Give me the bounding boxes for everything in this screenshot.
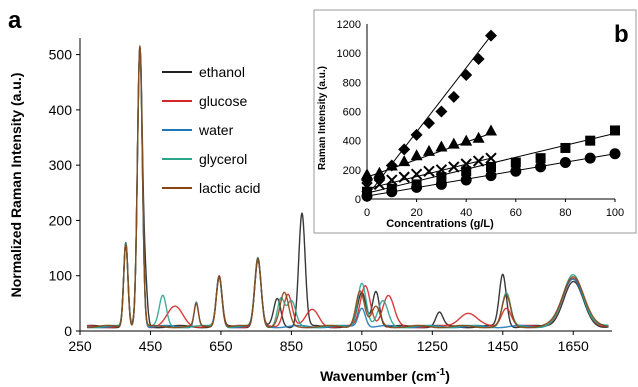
panel-b-series	[361, 29, 621, 202]
panel-a-x-tick-label: 850	[280, 338, 304, 354]
square-marker	[535, 153, 546, 164]
panel-b-y-tick-label: 400	[343, 136, 361, 148]
panel-b-x-tick-label: 20	[410, 207, 422, 219]
circle-marker	[510, 165, 522, 177]
triangle-marker	[423, 144, 435, 156]
circle-marker	[435, 178, 447, 190]
panel-a-x-axis-label: Wavenumber (cm-1)	[320, 367, 450, 384]
panel-a-x-tick-label: 250	[68, 338, 92, 354]
panel-a-y-tick-label: 500	[49, 47, 73, 63]
cross-marker	[373, 178, 386, 191]
square-marker	[560, 142, 571, 153]
triangle-marker	[410, 149, 423, 161]
cross-marker	[472, 155, 485, 167]
circle-marker	[584, 152, 596, 164]
panel-b-y-tick-label: 200	[343, 165, 361, 177]
panel-a-legend: ethanol glucose water glycerol lactic acid	[162, 64, 260, 196]
panel-a-x-tick-label: 1450	[487, 338, 518, 354]
triangle-marker	[373, 166, 386, 178]
triangle-marker	[460, 134, 473, 146]
triangle-marker	[447, 137, 460, 149]
legend-label: ethanol	[199, 64, 245, 80]
panel-a-y-tick-label: 200	[49, 212, 73, 228]
panel-a-series	[86, 45, 609, 329]
diamond-marker	[485, 29, 497, 42]
panel-a-x-tick-label: 650	[209, 338, 233, 354]
diamond-marker	[472, 53, 485, 65]
cross-marker	[423, 165, 435, 177]
triangle-marker	[361, 168, 373, 180]
diamond-marker	[447, 90, 460, 103]
cross-marker	[410, 168, 423, 180]
circle-marker	[411, 181, 423, 193]
panel-a-x-tick-label: 450	[139, 338, 163, 354]
panel-a-y-tick-label: 300	[49, 157, 73, 173]
x-axis-label-sup: -1	[436, 367, 445, 378]
legend-label: water	[198, 122, 234, 138]
panel-b-x-tick-label: 100	[606, 207, 624, 219]
panel-b-inset: b 0 200 400 600 800 1000 1200 0 20 40 60 80 100 Rama…	[313, 9, 637, 234]
cross-marker	[448, 161, 460, 173]
diamond-marker	[435, 105, 448, 118]
panel-b-x-tick-label: 40	[460, 207, 472, 219]
panel-b-y-tick-label: 800	[343, 77, 361, 89]
x-axis-label-main: Wavenumber (cm	[320, 368, 436, 384]
panel-b-y-tick-label: 1200	[337, 19, 361, 31]
panel-a-x-tick-label: 1050	[346, 338, 377, 354]
circle-marker	[485, 170, 497, 182]
cross-marker	[485, 152, 497, 164]
diamond-marker	[460, 69, 473, 82]
triangle-marker	[485, 124, 497, 136]
square-marker	[461, 166, 472, 177]
panel-a-x-tick-label: 1650	[558, 338, 589, 354]
legend-label: glycerol	[199, 151, 247, 167]
panel-a-y-tick-label: 400	[49, 102, 73, 118]
panel-a-label: a	[8, 7, 22, 34]
panel-b-y-tick-label: 1000	[337, 48, 361, 60]
panel-b-x-axis-label: Concentrations (g/L)	[386, 218, 494, 230]
square-marker	[610, 125, 620, 136]
panel-b-x-tick-label: 60	[510, 207, 522, 219]
circle-marker	[386, 186, 398, 198]
panel-b-x-tick-label: 0	[364, 207, 370, 219]
circle-marker	[609, 148, 621, 160]
x-axis-label-close: )	[445, 368, 450, 384]
panel-b-label: b	[614, 21, 629, 48]
panel-b-y-axis-label: Raman Intensity (a.u.)	[317, 66, 328, 170]
square-marker	[486, 161, 496, 172]
panel-a-y-tick-label: 100	[49, 268, 73, 284]
panel-b-x-tick-label: 80	[559, 207, 571, 219]
panel-b-y-tick-label: 0	[355, 194, 361, 206]
square-marker	[510, 157, 521, 168]
inset-background	[313, 9, 637, 234]
square-marker	[436, 172, 447, 183]
panel-b-axes: 0 200 400 600 800 1000 1200 0 20 40 60 80 100	[337, 19, 625, 219]
triangle-marker	[398, 155, 411, 167]
panel-a-y-tick-label: 0	[64, 323, 72, 339]
circle-marker	[460, 174, 472, 186]
square-marker	[585, 135, 596, 146]
panel-a-x-tick-label: 1250	[417, 338, 448, 354]
legend-label: glucose	[199, 93, 247, 109]
circle-marker	[361, 190, 373, 202]
triangle-marker	[385, 159, 398, 171]
circle-marker	[535, 161, 547, 173]
diamond-marker	[423, 117, 435, 130]
triangle-marker	[435, 140, 448, 152]
legend-label: lactic acid	[199, 180, 260, 196]
circle-marker	[559, 157, 571, 169]
triangle-marker	[472, 131, 485, 143]
panel-b-y-tick-label: 600	[343, 107, 361, 119]
cross-marker	[398, 171, 410, 183]
spectrum-line	[86, 45, 609, 329]
diamond-marker	[398, 143, 411, 156]
cross-marker	[386, 174, 398, 186]
panel-a-y-axis-label: Normalized Raman Intensity (a.u.)	[8, 73, 24, 298]
diamond-marker	[410, 128, 423, 141]
